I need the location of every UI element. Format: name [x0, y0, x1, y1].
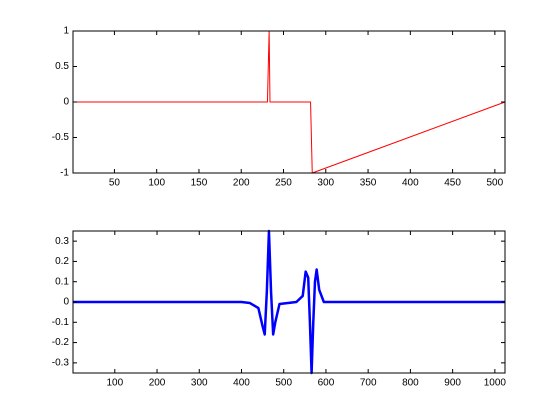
y-tick-label: 0	[63, 97, 69, 108]
y-tick-label: -1	[60, 168, 69, 179]
x-tick-label: 300	[191, 378, 208, 389]
y-tick-label: 0	[63, 297, 69, 308]
x-tick-label: 700	[360, 378, 377, 389]
x-tick-label: 400	[233, 378, 250, 389]
x-tick-label: 100	[106, 378, 123, 389]
x-tick-label: 1000	[484, 378, 507, 389]
x-tick-label: 300	[317, 178, 334, 189]
x-tick-label: 250	[275, 178, 292, 189]
y-tick-label: -0.3	[52, 357, 70, 368]
y-tick-label: 0.2	[55, 256, 69, 267]
x-tick-label: 400	[402, 178, 419, 189]
x-tick-label: 800	[402, 378, 419, 389]
y-tick-label: 0.5	[55, 61, 69, 72]
y-tick-label: -0.2	[52, 337, 70, 348]
y-tick-label: 0.3	[55, 236, 69, 247]
x-tick-label: 500	[275, 378, 292, 389]
x-tick-label: 350	[360, 178, 377, 189]
x-tick-label: 200	[149, 378, 166, 389]
x-tick-label: 150	[191, 178, 208, 189]
x-tick-label: 50	[109, 178, 121, 189]
x-tick-label: 200	[233, 178, 250, 189]
x-tick-label: 450	[444, 178, 461, 189]
data-line	[73, 229, 505, 375]
data-line	[73, 30, 506, 174]
x-tick-label: 500	[487, 178, 504, 189]
y-tick-label: 0.1	[55, 276, 69, 287]
x-tick-label: 100	[148, 178, 165, 189]
x-tick-label: 900	[444, 378, 461, 389]
x-tick-label: 600	[318, 378, 335, 389]
y-tick-label: -0.1	[52, 317, 70, 328]
y-tick-label: 1	[63, 26, 69, 37]
y-tick-label: -0.5	[52, 132, 70, 143]
